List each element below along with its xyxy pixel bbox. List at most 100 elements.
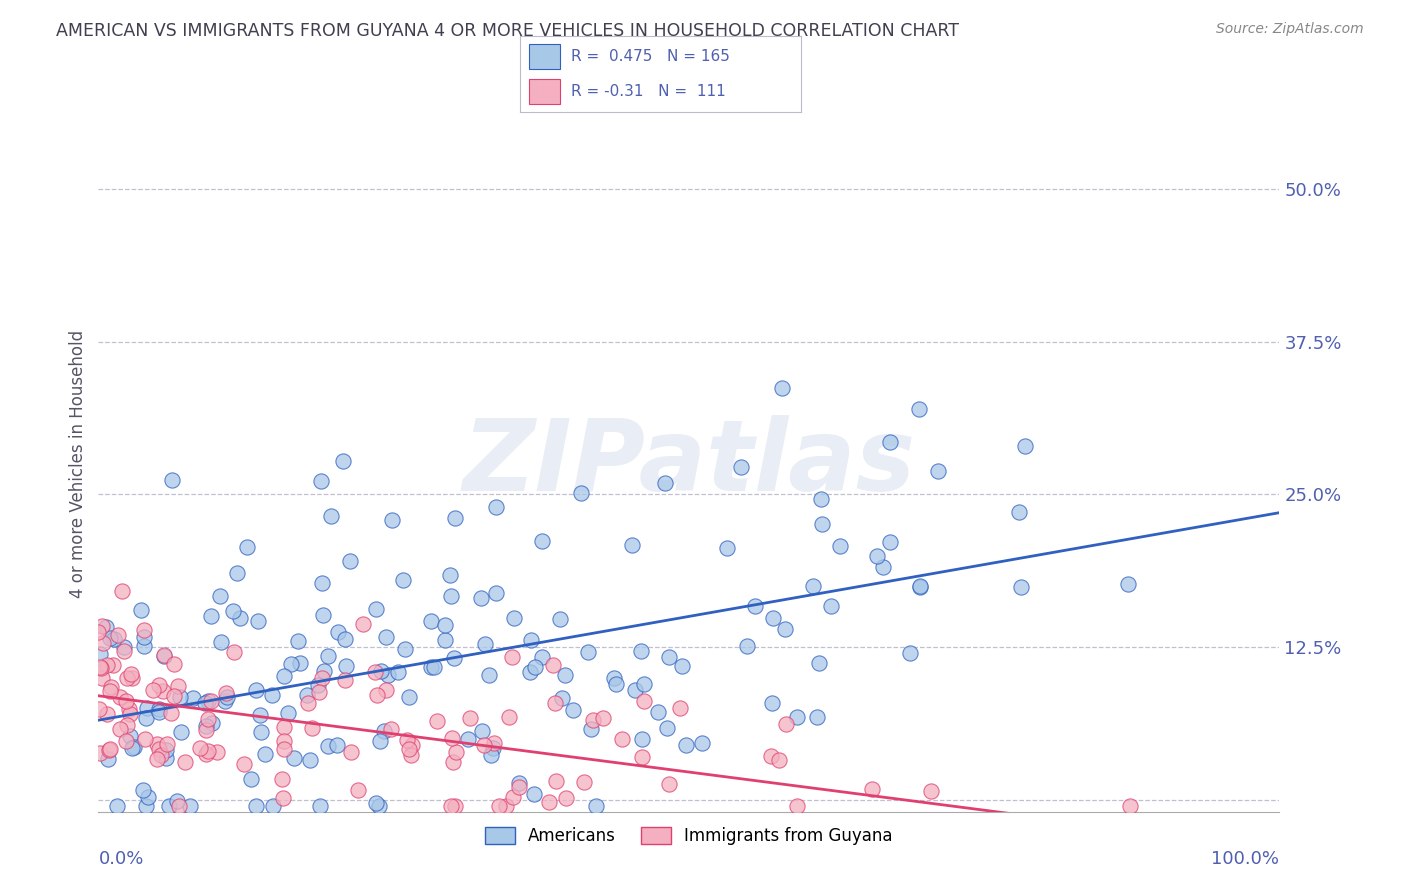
Point	[170, 725, 193, 739]
Point	[898, 646, 921, 660]
Point	[1119, 798, 1142, 813]
Point	[316, 739, 339, 753]
Point	[271, 790, 294, 805]
Point	[194, 723, 217, 738]
Point	[572, 774, 595, 789]
Point	[554, 668, 576, 682]
Point	[107, 628, 129, 642]
Point	[98, 743, 121, 757]
Point	[363, 665, 385, 679]
Point	[1010, 580, 1032, 594]
Point	[152, 648, 174, 662]
Point	[519, 632, 541, 647]
Point	[298, 753, 321, 767]
Point	[828, 540, 851, 554]
Point	[457, 731, 479, 746]
Point	[498, 710, 520, 724]
Point	[472, 738, 495, 752]
Point	[132, 782, 155, 797]
Point	[316, 648, 339, 663]
Point	[247, 615, 270, 629]
Point	[134, 731, 156, 746]
Point	[531, 534, 554, 549]
Point	[582, 713, 605, 727]
Point	[155, 743, 177, 757]
Point	[654, 475, 676, 490]
Point	[508, 776, 530, 790]
Point	[592, 710, 614, 724]
Point	[443, 651, 465, 665]
Point	[759, 749, 782, 764]
Point	[273, 734, 295, 748]
Point	[482, 741, 505, 756]
Point	[519, 665, 541, 679]
Point	[392, 573, 415, 587]
Point	[387, 665, 409, 679]
Point	[908, 579, 931, 593]
Point	[434, 632, 457, 647]
Point	[200, 608, 222, 623]
Point	[103, 632, 125, 647]
Point	[87, 625, 110, 640]
Point	[226, 566, 249, 581]
Point	[232, 757, 254, 772]
Point	[630, 644, 652, 658]
Point	[352, 617, 374, 632]
Point	[148, 678, 170, 692]
Point	[548, 612, 571, 626]
Point	[675, 738, 697, 752]
Point	[100, 680, 122, 694]
Point	[214, 694, 236, 708]
Point	[471, 724, 494, 739]
Point	[530, 650, 553, 665]
Point	[398, 742, 420, 756]
Point	[326, 624, 349, 639]
Point	[240, 772, 263, 786]
Point	[197, 743, 219, 757]
Point	[132, 623, 155, 637]
Point	[735, 639, 758, 653]
Point	[112, 644, 135, 658]
Point	[605, 677, 627, 691]
Point	[283, 750, 305, 764]
Point	[485, 500, 508, 515]
Point	[309, 474, 332, 488]
Point	[398, 690, 420, 705]
Point	[444, 798, 467, 813]
Point	[228, 611, 250, 625]
Point	[537, 795, 560, 809]
Point	[150, 747, 173, 762]
Point	[633, 694, 655, 708]
Point	[179, 798, 201, 813]
Point	[1014, 439, 1036, 453]
Point	[136, 790, 159, 805]
Point	[152, 683, 174, 698]
Point	[297, 696, 319, 710]
Point	[366, 796, 388, 810]
Point	[205, 745, 228, 759]
Point	[346, 783, 368, 797]
Point	[420, 614, 443, 628]
Point	[311, 671, 333, 685]
Point	[253, 747, 276, 761]
Point	[121, 671, 143, 685]
Point	[470, 591, 492, 605]
Point	[262, 798, 284, 813]
Point	[762, 611, 785, 625]
Point	[326, 738, 349, 752]
Point	[148, 741, 170, 756]
Point	[200, 694, 222, 708]
Point	[872, 560, 894, 574]
Point	[131, 603, 153, 617]
Point	[441, 755, 464, 769]
Point	[148, 701, 170, 715]
Point	[160, 706, 183, 720]
Point	[927, 464, 949, 478]
Point	[458, 711, 481, 725]
Point	[544, 697, 567, 711]
Point	[188, 740, 211, 755]
Point	[280, 657, 302, 671]
Point	[307, 677, 329, 691]
Point	[332, 454, 354, 468]
Point	[122, 740, 145, 755]
